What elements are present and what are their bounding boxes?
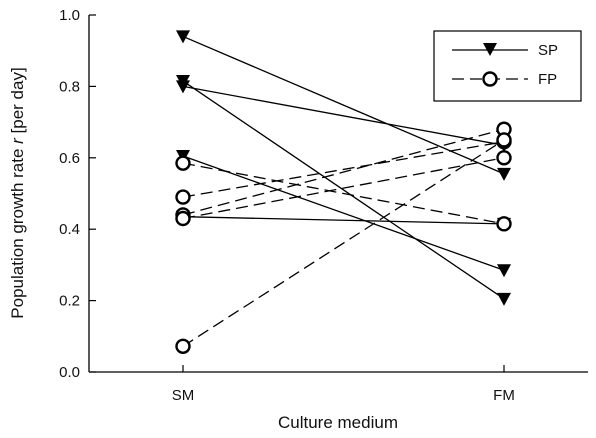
fp-data-point	[496, 216, 512, 232]
legend-sp-label: SP	[538, 42, 558, 59]
legend-box	[433, 30, 582, 102]
fp-series-line	[182, 139, 505, 347]
fp-series-line	[182, 128, 505, 216]
sp-series-line	[182, 216, 505, 225]
fp-data-point	[496, 150, 512, 166]
fp-series-line	[182, 157, 505, 220]
legend: SP FP	[433, 30, 582, 102]
y-tick-label: 0.8	[59, 78, 80, 95]
sp-data-point	[176, 30, 190, 44]
legend-fp-marker	[482, 71, 498, 87]
y-axis-title-suffix: [per day]	[8, 67, 27, 138]
y-tick-label: 0.2	[59, 293, 80, 310]
sp-series-line	[182, 85, 505, 146]
sp-data-point	[497, 264, 511, 278]
sp-series-line	[182, 80, 505, 300]
y-tick-label: 0.4	[59, 221, 80, 238]
legend-sp-marker	[483, 43, 497, 56]
y-axis-title-italic: r	[8, 137, 27, 144]
y-tick-label: 0.0	[59, 364, 80, 381]
sp-data-point	[497, 167, 511, 181]
x-axis-title: Culture medium	[278, 413, 398, 432]
y-axis-title: Population growth rate r [per day]	[8, 67, 27, 318]
series-layer	[175, 30, 512, 354]
x-tick-label: FM	[493, 387, 515, 404]
x-axis-ticks: SM FM	[172, 365, 515, 404]
legend-fp-label: FP	[538, 71, 557, 88]
y-tick-label: 0.6	[59, 150, 80, 167]
y-axis-title-prefix: Population growth rate	[8, 144, 27, 319]
y-tick-label: 1.0	[59, 7, 80, 24]
sp-series-line	[182, 155, 505, 271]
x-tick-label: SM	[172, 387, 195, 404]
fp-series-line	[182, 162, 505, 225]
fp-data-point	[175, 189, 191, 205]
fp-data-point	[175, 338, 191, 354]
series-fp	[175, 121, 512, 354]
fp-series-line	[182, 141, 505, 198]
fp-data-point	[175, 155, 191, 171]
sp-data-point	[176, 80, 190, 94]
fp-data-point	[175, 210, 191, 227]
fp-data-point	[496, 132, 512, 148]
y-axis-ticks: 0.0 0.2 0.4 0.6 0.8 1.0	[59, 7, 96, 381]
plot-area: 0.0 0.2 0.4 0.6 0.8 1.0 SM FM	[59, 7, 588, 404]
sp-data-point	[497, 292, 511, 306]
